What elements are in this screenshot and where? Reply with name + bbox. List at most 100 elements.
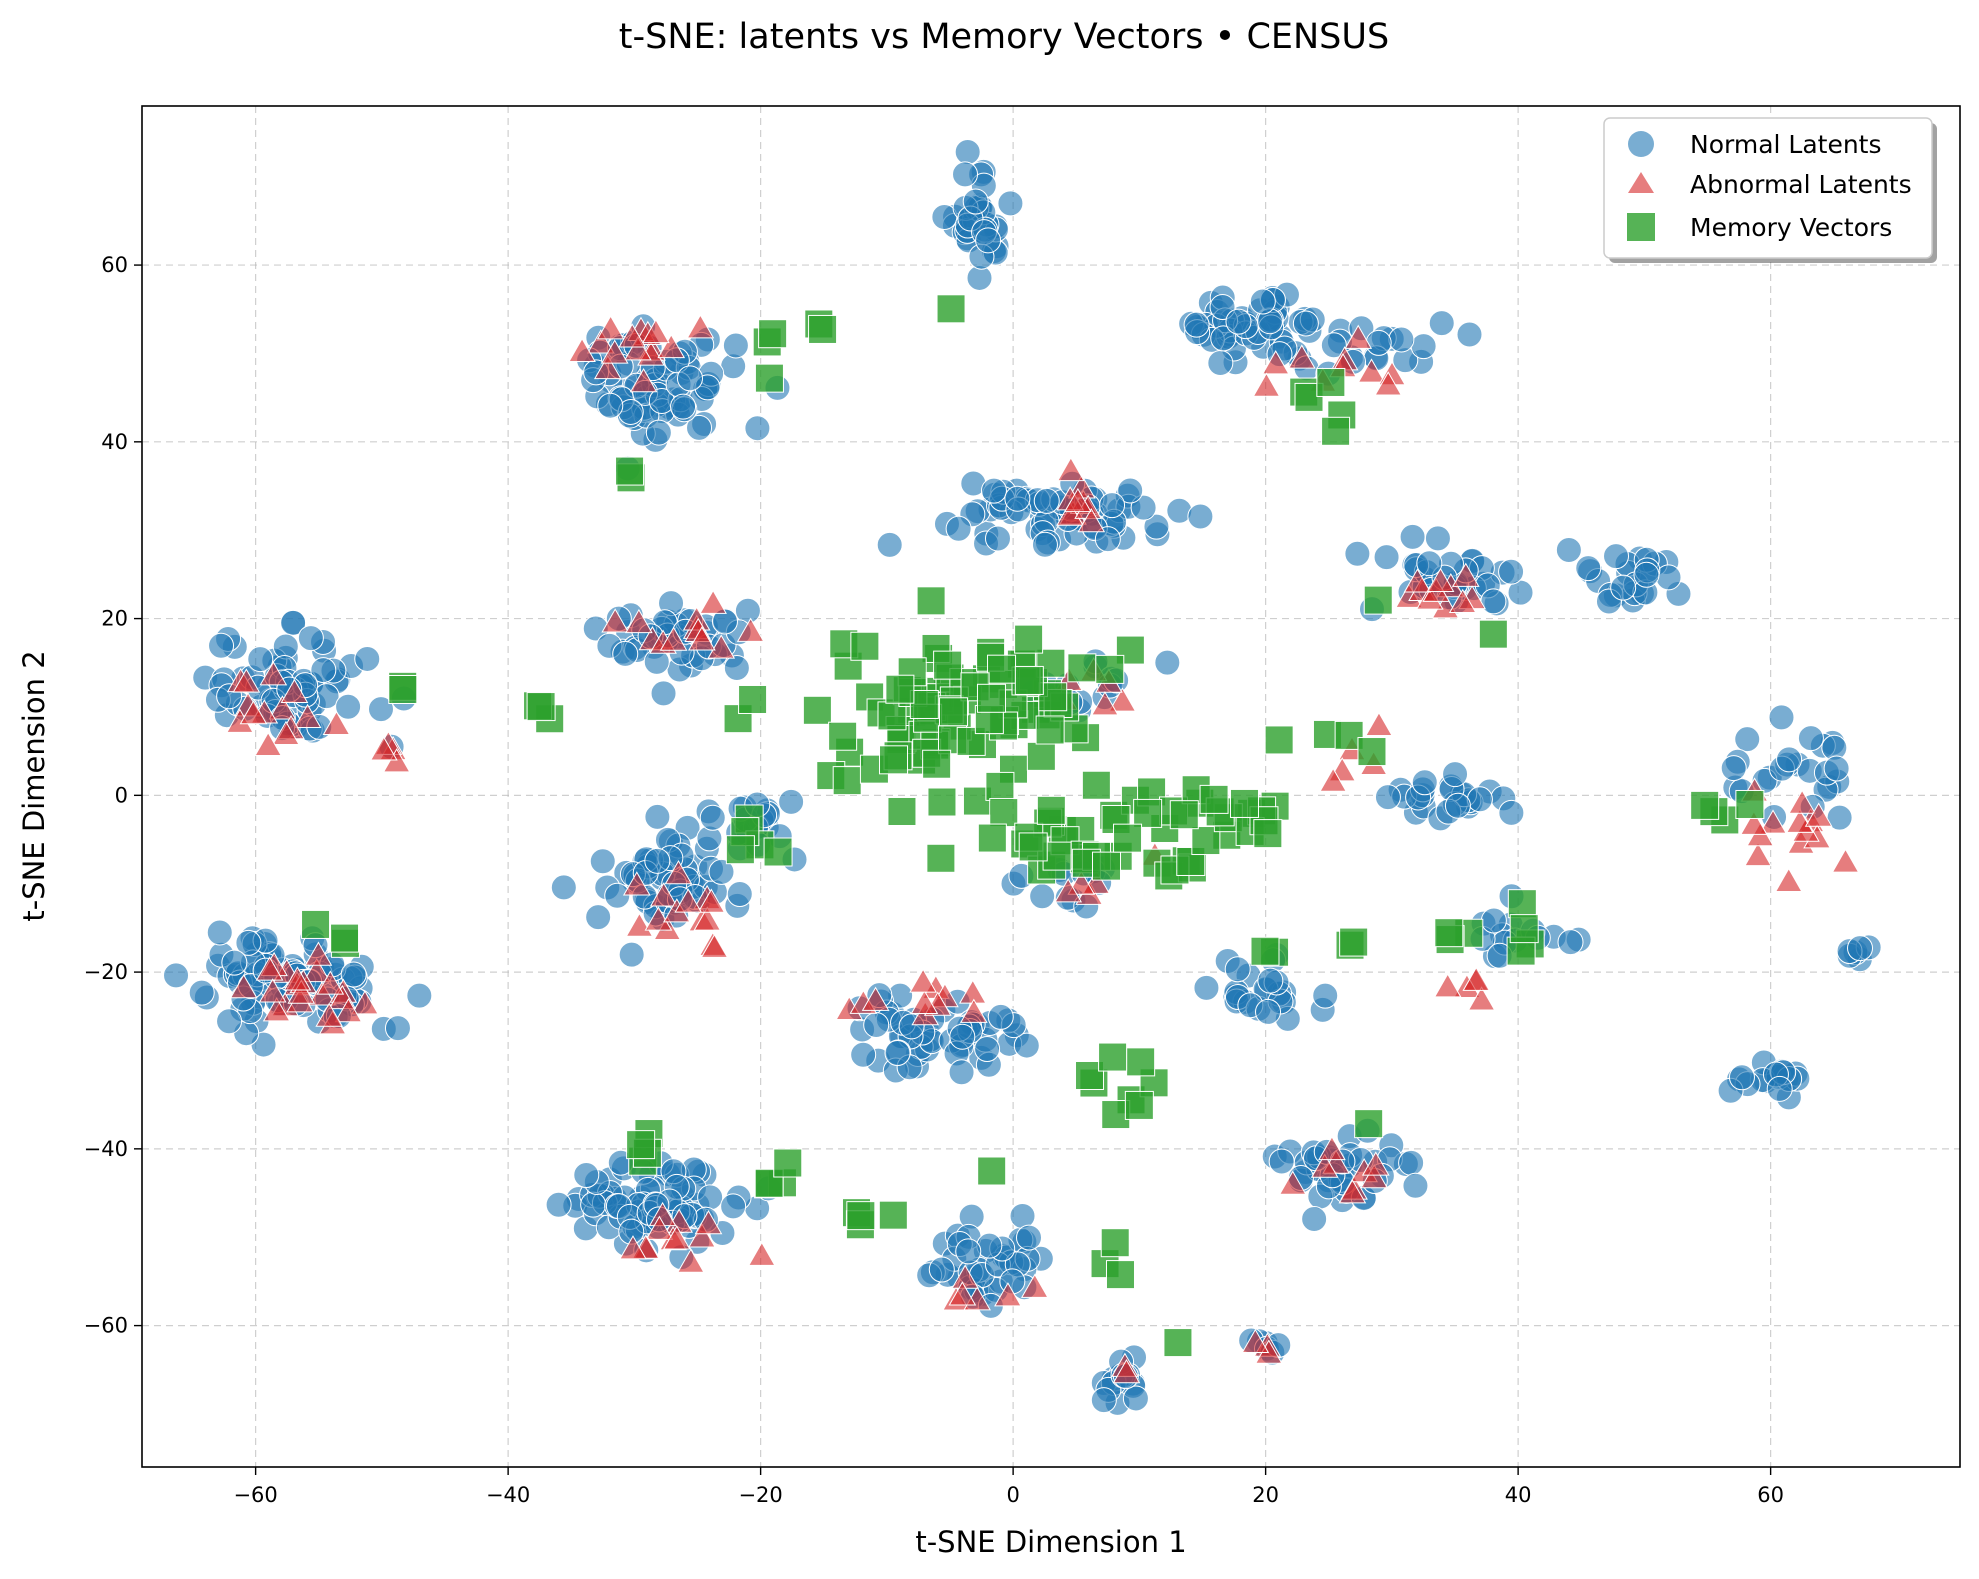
normal-latent-point	[1249, 288, 1276, 315]
abnormal-latent-point	[586, 329, 615, 354]
abnormal-latent-point	[1056, 456, 1085, 482]
legend-marker-abnormal	[1628, 172, 1654, 193]
x-tick-label: 20	[1252, 1483, 1279, 1507]
memory-vector-point	[846, 1201, 876, 1231]
memory-vector-point	[1105, 1260, 1135, 1290]
x-tick-label: 0	[1006, 1483, 1019, 1507]
normal-latent-point	[1255, 998, 1282, 1025]
memory-vector-point	[1018, 832, 1048, 862]
normal-latent-point	[644, 803, 671, 830]
memory-vector-point	[1042, 841, 1072, 871]
abnormal-latent-point	[382, 748, 411, 773]
memory-vector-point	[878, 1200, 908, 1230]
abnormal-latent-point	[686, 314, 715, 339]
x-tick-label: −40	[486, 1483, 530, 1507]
memory-vector-point	[330, 923, 360, 953]
memory-vector-point	[989, 798, 1019, 828]
chart-title: t-SNE: latents vs Memory Vectors • CENSU…	[619, 17, 1389, 57]
memory-vector-point	[1250, 936, 1280, 966]
normal-latent-point	[1847, 935, 1874, 962]
normal-latent-point	[1603, 543, 1630, 570]
memory-vector-point	[1095, 654, 1125, 684]
series-triangle-points	[226, 314, 1860, 1384]
memory-vector-point	[526, 692, 556, 722]
normal-latent-point	[1301, 1205, 1328, 1232]
abnormal-latent-point	[1318, 1135, 1346, 1161]
plot-area-frame	[141, 105, 1961, 1468]
normal-latent-point	[984, 525, 1011, 552]
normal-latent-point	[955, 1238, 982, 1265]
abnormal-latent-point	[1344, 324, 1373, 349]
normal-latent-point	[726, 881, 753, 908]
normal-latent-point	[778, 788, 805, 815]
abnormal-latent-point	[1252, 372, 1281, 397]
abnormal-latent-point	[747, 1241, 776, 1266]
normal-latent-point	[208, 632, 235, 659]
normal-latent-point	[1411, 769, 1438, 796]
normal-latent-point	[722, 332, 749, 359]
abnormal-latent-point	[351, 990, 379, 1015]
abnormal-latent-point	[1091, 691, 1119, 716]
normal-latent-point	[1466, 786, 1493, 813]
normal-latent-point	[1031, 531, 1058, 558]
series-square-points	[301, 294, 1765, 1358]
abnormal-latent-point	[316, 970, 345, 995]
abnormal-latent-point	[1319, 767, 1347, 792]
memory-vector-point	[976, 683, 1006, 713]
x-axis-title: t-SNE Dimension 1	[915, 1525, 1186, 1559]
normal-latent-point	[1428, 310, 1455, 337]
memory-vector-point	[1067, 653, 1097, 683]
memory-vector-point	[879, 745, 909, 775]
abnormal-latent-point	[258, 978, 287, 1003]
abnormal-latent-point	[1804, 802, 1833, 827]
abnormal-latent-point	[287, 979, 316, 1004]
abnormal-latent-point	[1774, 867, 1803, 892]
abnormal-latent-point	[910, 989, 939, 1014]
abnormal-latent-point	[334, 998, 363, 1023]
memory-vector-point	[758, 319, 788, 349]
normal-latent-point	[1320, 332, 1347, 359]
memory-vector-point	[723, 704, 753, 734]
memory-vector-point	[956, 726, 986, 756]
memory-vector-point	[1098, 1042, 1128, 1072]
normal-latent-point	[1498, 799, 1525, 826]
abnormal-latent-point	[624, 336, 652, 361]
x-tick-label: 60	[1757, 1483, 1784, 1507]
memory-vector-point	[828, 721, 858, 751]
abnormal-latent-point	[1067, 870, 1096, 895]
normal-latent-point	[216, 1008, 243, 1035]
normal-latent-point	[1225, 308, 1252, 335]
abnormal-latent-point	[601, 608, 630, 633]
normal-latent-point	[221, 949, 248, 976]
abnormal-latent-point	[688, 1223, 716, 1248]
normal-latent-point	[1029, 883, 1056, 910]
normal-latent-point	[650, 680, 677, 707]
normal-latent-point	[686, 414, 713, 441]
normal-latent-point	[297, 625, 324, 652]
y-tick-label: 60	[101, 253, 128, 277]
normal-latent-point	[1094, 526, 1121, 553]
normal-latent-point	[604, 882, 631, 909]
normal-latent-point	[949, 1023, 976, 1050]
abnormal-latent-point	[629, 368, 658, 393]
memory-vector-point	[922, 749, 952, 779]
abnormal-latent-point	[1831, 848, 1860, 873]
normal-latent-point	[406, 982, 433, 1009]
abnormal-latent-point	[232, 668, 261, 693]
normal-latent-point	[1442, 761, 1469, 788]
y-axis-title: t-SNE Dimension 2	[17, 650, 51, 921]
normal-latent-point	[310, 657, 337, 684]
abnormal-latent-point	[1278, 1170, 1307, 1195]
normal-latent-point	[876, 531, 903, 558]
legend-label-memory: Memory Vectors	[1690, 213, 1892, 242]
memory-vector-point	[802, 695, 832, 725]
normal-latent-point	[367, 696, 394, 723]
memory-vector-point	[1253, 819, 1283, 849]
abnormal-latent-point	[1361, 1151, 1390, 1176]
normal-latent-point	[580, 1191, 607, 1218]
memory-vector-point	[938, 697, 968, 727]
abnormal-latent-point	[254, 731, 283, 756]
abnormal-latent-point	[1788, 789, 1816, 814]
abnormal-latent-point	[600, 339, 629, 364]
memory-vector-point	[301, 909, 331, 939]
